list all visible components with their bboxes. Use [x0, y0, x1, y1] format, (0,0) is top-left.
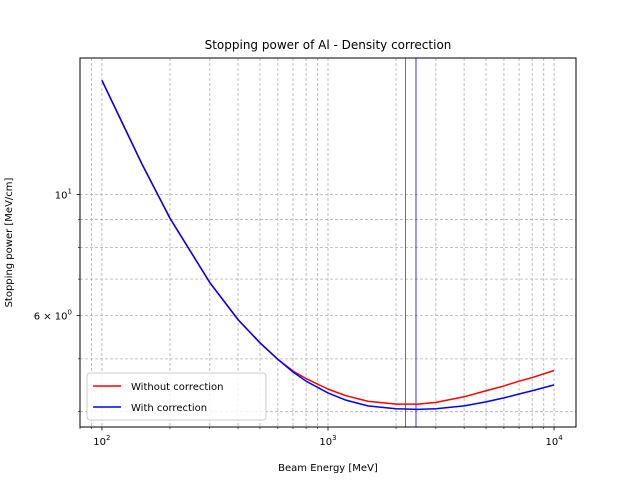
x-tick-label: 103: [319, 434, 336, 448]
legend-box: [86, 372, 267, 421]
y-axis-label: Stopping power [MeV/cm]: [4, 177, 15, 307]
legend-label-with-correction: With correction: [131, 403, 207, 414]
legend-label-without-correction: Without correction: [131, 382, 224, 393]
axis-ticks: 102 103 104 101 6 × 100: [34, 188, 564, 448]
y-tick-label: 6 × 100: [34, 309, 72, 323]
x-tick-label: 102: [93, 434, 110, 448]
minimum-markers: [405, 58, 417, 427]
x-axis-label: Beam Energy [MeV]: [278, 463, 378, 474]
grid: [79, 58, 576, 427]
legend: Without correction With correction: [86, 372, 267, 421]
y-tick-label: 101: [55, 188, 72, 202]
chart-title: Stopping power of Al - Density correctio…: [205, 38, 452, 52]
series-lines: [101, 79, 555, 411]
x-tick-label: 104: [545, 434, 563, 448]
series-line-with-correction: [101, 79, 555, 411]
